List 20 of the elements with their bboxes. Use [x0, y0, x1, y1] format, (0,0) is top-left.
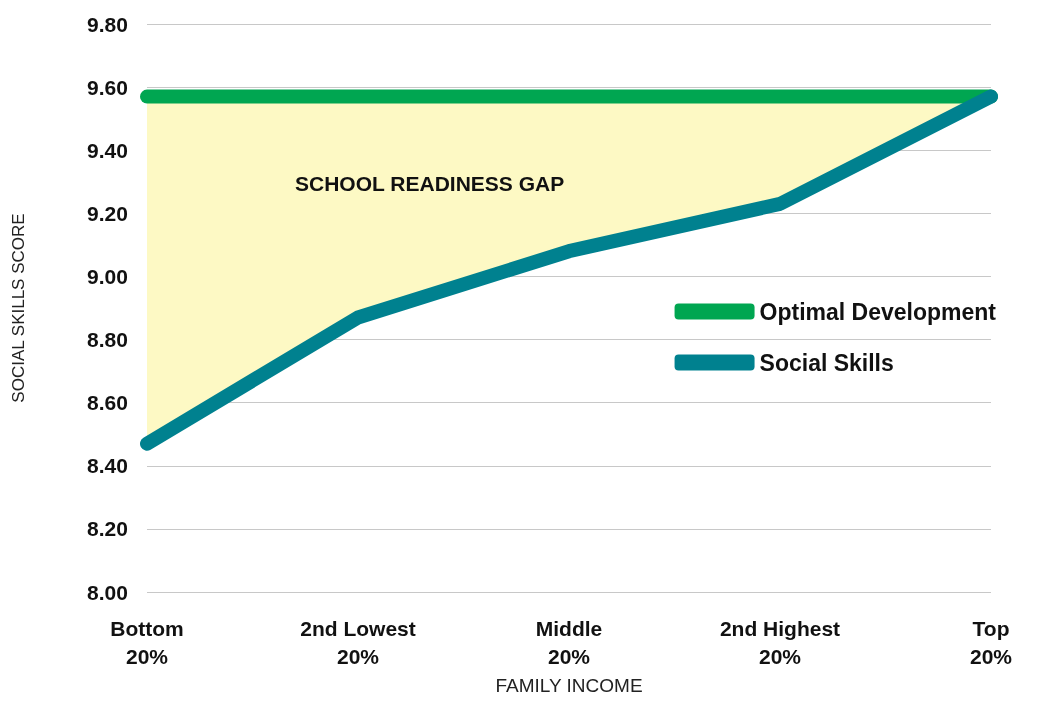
x-tick-label: Middle 20% [535, 616, 603, 668]
y-tick-label: 9.40 [87, 138, 128, 162]
y-tick-label: 8.80 [87, 328, 128, 352]
x-axis-title: FAMILY INCOME [495, 675, 643, 696]
y-tick-label: 8.20 [87, 517, 128, 541]
y-tick-label: 9.80 [87, 12, 128, 36]
y-tick-label: 9.20 [87, 201, 128, 225]
legend-label: Social Skills [759, 349, 894, 376]
y-tick-label: 8.60 [87, 391, 128, 415]
y-axis-title: SOCIAL SKILLS SCORE [9, 213, 28, 403]
x-tick-label: Bottom 20% [110, 616, 184, 668]
y-tick-label: 8.40 [87, 454, 128, 478]
x-tick-label: Top 20% [969, 616, 1013, 668]
x-tick-label: 2nd Lowest 20% [300, 616, 416, 668]
y-tick-label: 9.00 [87, 264, 128, 288]
y-tick-label: 9.60 [87, 75, 128, 99]
y-tick-label: 8.00 [87, 580, 128, 604]
legend-label: Optimal Development [759, 298, 997, 325]
annotation: SCHOOL READINESS GAP [295, 172, 565, 195]
x-tick-label: 2nd Highest 20% [719, 616, 841, 668]
